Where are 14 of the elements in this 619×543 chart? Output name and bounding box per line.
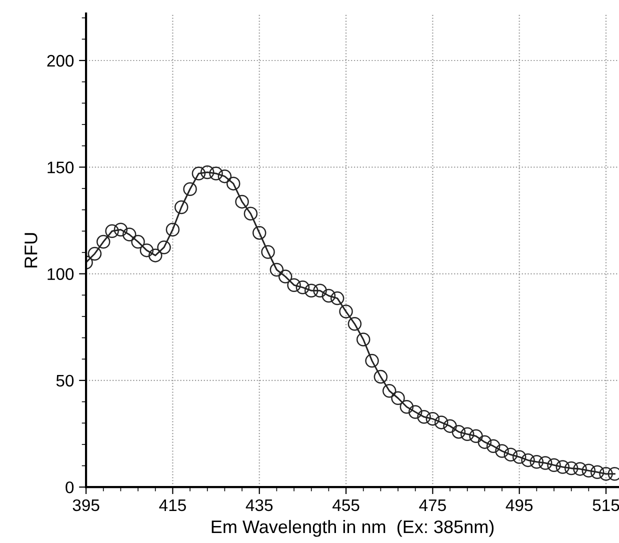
x-tick-label: 395 xyxy=(72,499,100,512)
y-tick-label: 200 xyxy=(47,54,74,67)
y-tick-label: 150 xyxy=(48,162,74,174)
x-tick-label: 515 xyxy=(592,499,619,512)
y-tick-label: 0 xyxy=(66,481,74,494)
x-axis-title: Em Wavelength in nm (Ex: 385nm) xyxy=(212,520,494,537)
x-tick-label: 415 xyxy=(159,499,186,512)
x-tick-label: 495 xyxy=(506,499,533,512)
y-axis-title: RFU xyxy=(24,233,38,268)
x-tick-label: 455 xyxy=(332,499,360,512)
y-tick-label: 100 xyxy=(48,268,74,280)
y-tick-label: 50 xyxy=(56,374,74,387)
x-tick-label: 475 xyxy=(419,499,446,512)
x-tick-label: 435 xyxy=(246,499,273,512)
